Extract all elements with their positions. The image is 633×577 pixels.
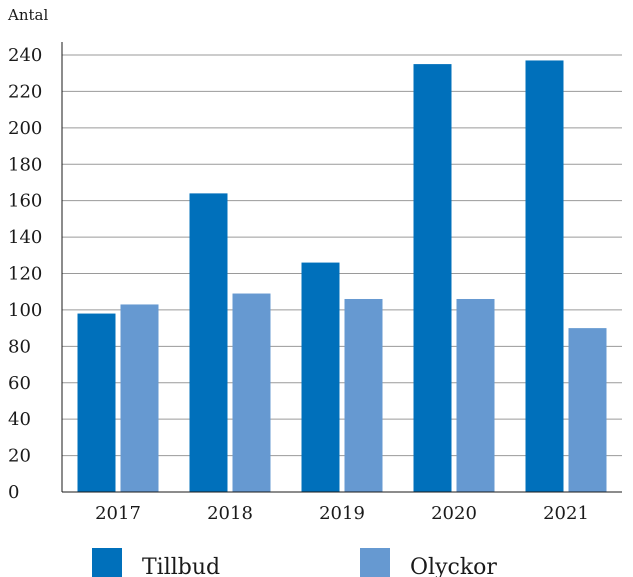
legend: Tillbud Olyckor bbox=[92, 548, 497, 577]
x-tick-label: 2020 bbox=[431, 503, 477, 524]
bar-tillbud-2020 bbox=[413, 64, 452, 493]
y-tick-label: 240 bbox=[8, 45, 42, 66]
x-tick-label: 2018 bbox=[207, 503, 253, 524]
x-tick-label: 2017 bbox=[95, 503, 141, 524]
bar-tillbud-2021 bbox=[525, 60, 564, 493]
y-tick-labels: 0 20 40 60 80 100 120 140 160 180 200 220 240 bbox=[8, 45, 42, 503]
bar-olyckor-2017 bbox=[120, 304, 159, 492]
x-tick-labels: 2017 2018 2019 2020 2021 bbox=[95, 503, 589, 524]
y-tick-label: 40 bbox=[8, 409, 31, 430]
bar-olyckor-2021 bbox=[568, 328, 607, 492]
y-tick-label: 140 bbox=[8, 227, 42, 248]
y-tick-label: 200 bbox=[8, 118, 42, 139]
y-tick-label: 120 bbox=[8, 264, 42, 285]
y-tick-label: 180 bbox=[8, 154, 42, 175]
bars bbox=[77, 60, 607, 493]
y-axis-label: Antal bbox=[7, 6, 48, 24]
y-tick-label: 0 bbox=[8, 482, 19, 503]
bar-tillbud-2019 bbox=[301, 262, 340, 492]
legend-swatch-tillbud bbox=[92, 548, 122, 577]
y-tick-label: 160 bbox=[8, 191, 42, 212]
legend-label-olyckor: Olyckor bbox=[410, 555, 497, 577]
y-tick-label: 220 bbox=[8, 81, 42, 102]
x-tick-label: 2021 bbox=[543, 503, 589, 524]
y-tick-label: 100 bbox=[8, 300, 42, 321]
bar-olyckor-2019 bbox=[344, 298, 383, 492]
legend-swatch-olyckor bbox=[360, 548, 390, 577]
bar-olyckor-2020 bbox=[456, 298, 495, 492]
x-tick-label: 2019 bbox=[319, 503, 365, 524]
y-tick-label: 80 bbox=[8, 336, 31, 357]
legend-label-tillbud: Tillbud bbox=[142, 555, 220, 577]
bar-tillbud-2018 bbox=[189, 193, 228, 492]
bar-olyckor-2018 bbox=[232, 293, 271, 492]
y-tick-label: 60 bbox=[8, 373, 31, 394]
y-tick-label: 20 bbox=[8, 446, 31, 467]
bar-tillbud-2017 bbox=[77, 313, 116, 492]
